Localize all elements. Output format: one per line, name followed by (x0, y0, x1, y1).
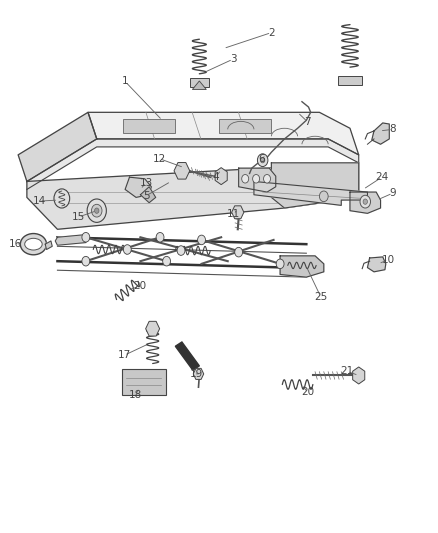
Text: 5: 5 (143, 191, 149, 201)
FancyBboxPatch shape (123, 119, 175, 133)
Circle shape (156, 232, 164, 242)
Text: 24: 24 (375, 172, 389, 182)
Text: 21: 21 (340, 366, 353, 376)
Polygon shape (18, 112, 97, 181)
Polygon shape (353, 367, 365, 384)
Circle shape (363, 199, 367, 204)
Polygon shape (55, 235, 86, 245)
Circle shape (198, 235, 205, 245)
Text: 7: 7 (304, 117, 311, 127)
FancyBboxPatch shape (338, 76, 362, 85)
Ellipse shape (25, 238, 42, 250)
Polygon shape (254, 181, 367, 205)
Text: 20: 20 (301, 387, 314, 398)
Text: 12: 12 (152, 154, 166, 164)
Polygon shape (215, 167, 227, 184)
Text: 3: 3 (230, 54, 236, 64)
Circle shape (92, 204, 102, 217)
Text: 13: 13 (139, 177, 153, 188)
FancyBboxPatch shape (122, 369, 166, 394)
Polygon shape (350, 192, 381, 213)
Circle shape (264, 174, 271, 183)
Polygon shape (367, 257, 386, 272)
FancyBboxPatch shape (219, 119, 272, 133)
Polygon shape (174, 163, 190, 179)
Polygon shape (193, 368, 204, 379)
Text: 11: 11 (227, 209, 240, 220)
Polygon shape (280, 256, 324, 277)
Circle shape (261, 158, 265, 163)
Polygon shape (192, 81, 206, 90)
Polygon shape (27, 163, 359, 229)
Text: 9: 9 (389, 188, 396, 198)
Circle shape (276, 259, 284, 269)
Polygon shape (372, 123, 389, 144)
Polygon shape (141, 187, 155, 203)
Circle shape (87, 199, 106, 222)
Circle shape (95, 208, 99, 213)
Text: 8: 8 (389, 124, 396, 134)
Text: 1: 1 (122, 77, 128, 86)
Circle shape (124, 245, 131, 254)
Circle shape (258, 154, 268, 166)
Polygon shape (175, 342, 199, 370)
Polygon shape (239, 168, 276, 192)
Text: 18: 18 (128, 390, 142, 400)
Text: 2: 2 (268, 28, 275, 38)
Text: 14: 14 (32, 196, 46, 206)
Text: 20: 20 (133, 281, 146, 291)
Circle shape (253, 174, 260, 183)
Text: 17: 17 (118, 350, 131, 360)
Polygon shape (146, 321, 159, 336)
Ellipse shape (20, 233, 46, 255)
Circle shape (54, 189, 70, 208)
Polygon shape (125, 177, 151, 197)
Text: 4: 4 (212, 172, 219, 182)
Polygon shape (88, 112, 359, 155)
Polygon shape (27, 139, 359, 189)
Polygon shape (272, 163, 359, 208)
Circle shape (319, 191, 328, 201)
Polygon shape (45, 241, 52, 249)
Polygon shape (232, 206, 244, 219)
Circle shape (242, 174, 249, 183)
Circle shape (235, 247, 243, 257)
Circle shape (82, 256, 90, 266)
Circle shape (162, 256, 170, 266)
Text: 15: 15 (72, 212, 85, 222)
Circle shape (82, 232, 90, 242)
FancyBboxPatch shape (190, 78, 209, 87)
Text: 25: 25 (314, 292, 327, 302)
Text: 10: 10 (382, 255, 395, 264)
Text: 19: 19 (190, 369, 203, 379)
Circle shape (177, 246, 185, 255)
Circle shape (360, 195, 371, 208)
Text: 16: 16 (8, 239, 22, 248)
Text: 6: 6 (258, 154, 265, 164)
